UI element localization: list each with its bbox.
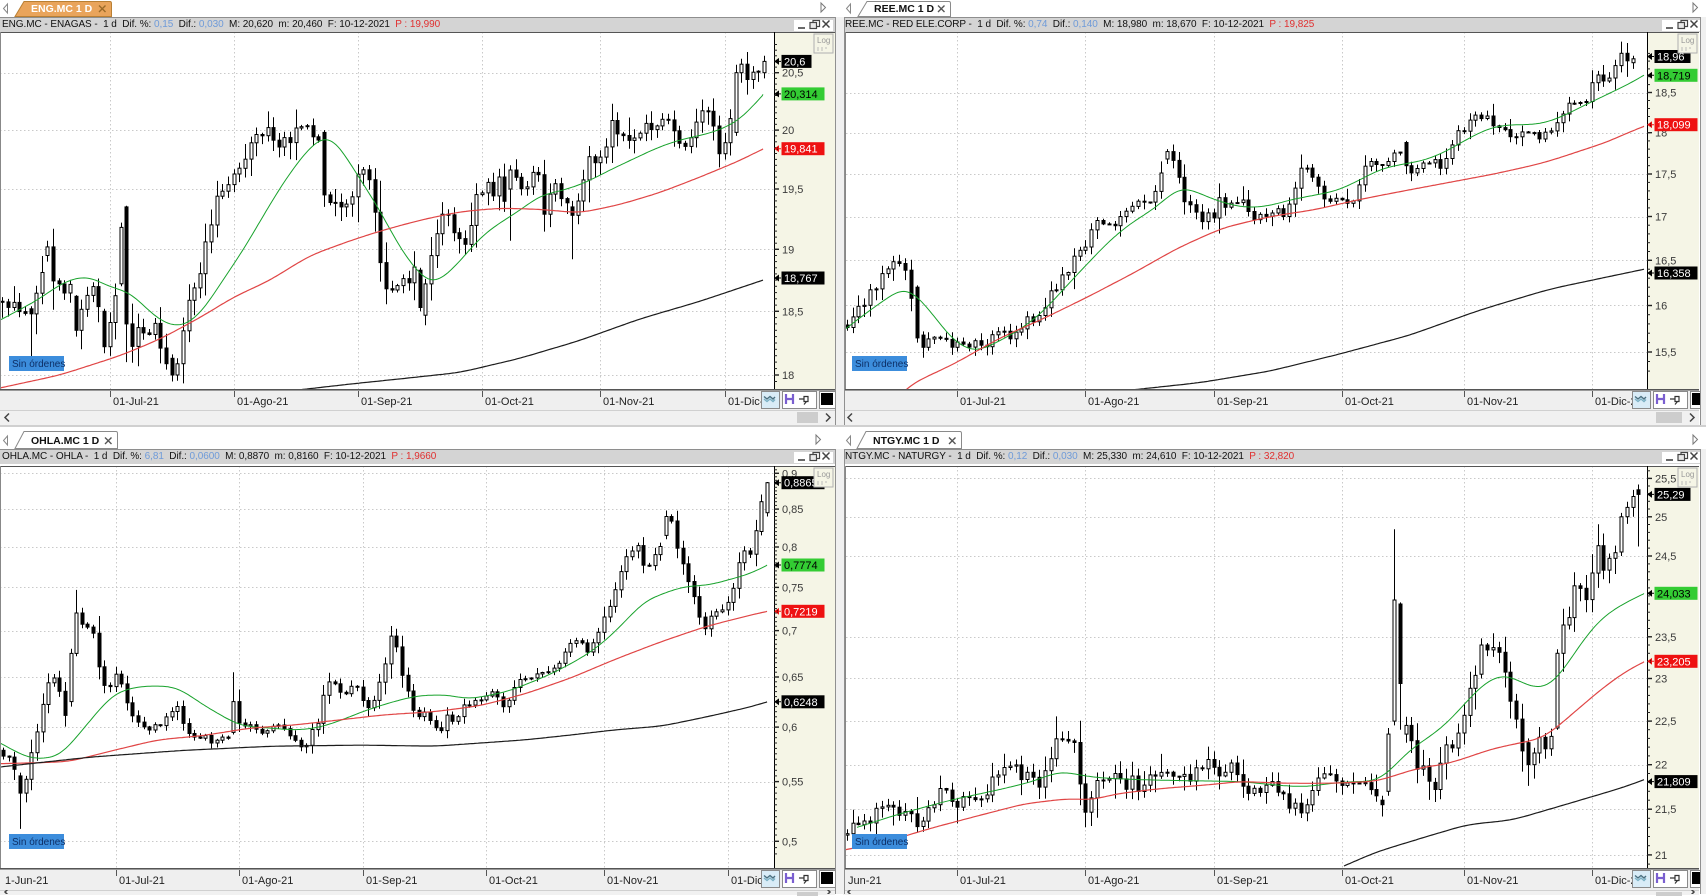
svg-text:0,55: 0,55 — [782, 777, 803, 789]
svg-text:01-Ago-21: 01-Ago-21 — [1088, 396, 1139, 408]
svg-text:01-Sep-21: 01-Sep-21 — [1217, 875, 1268, 887]
svg-text:16: 16 — [1655, 301, 1667, 313]
svg-text:25: 25 — [1655, 512, 1667, 524]
svg-text:20: 20 — [782, 125, 794, 137]
svg-text:01-Nov-21: 01-Nov-21 — [1467, 396, 1518, 408]
svg-text:NTGY.MC 1 D: NTGY.MC 1 D — [873, 435, 940, 447]
svg-text:0,65: 0,65 — [782, 672, 803, 684]
svg-text:17: 17 — [1655, 212, 1667, 224]
svg-text:01-Sep-21: 01-Sep-21 — [1217, 396, 1268, 408]
svg-text:01-Jul-21: 01-Jul-21 — [960, 396, 1006, 408]
svg-text:01-Oct-21: 01-Oct-21 — [1345, 396, 1394, 408]
svg-text:01-Jul-21: 01-Jul-21 — [960, 875, 1006, 887]
svg-text:16,358: 16,358 — [1657, 268, 1691, 280]
svg-text:Log: Log — [817, 36, 830, 45]
svg-text:20,6: 20,6 — [784, 56, 805, 68]
svg-text:18,099: 18,099 — [1657, 120, 1691, 132]
svg-text:19,5: 19,5 — [782, 184, 803, 196]
svg-text:01-Nov-21: 01-Nov-21 — [607, 875, 658, 887]
svg-text:20,5: 20,5 — [782, 68, 803, 80]
svg-text:18,767: 18,767 — [784, 273, 818, 285]
svg-text:15,5: 15,5 — [1655, 347, 1676, 359]
svg-text:22,5: 22,5 — [1655, 716, 1676, 728]
svg-text:18,719: 18,719 — [1657, 70, 1691, 82]
svg-text:21: 21 — [1655, 850, 1667, 862]
svg-text:ENG.MC 1 D: ENG.MC 1 D — [31, 3, 93, 15]
svg-text:01-Nov-21: 01-Nov-21 — [603, 396, 654, 408]
svg-text:24,033: 24,033 — [1657, 588, 1691, 600]
svg-text:19: 19 — [782, 244, 794, 256]
svg-text:REE.MC 1 D: REE.MC 1 D — [874, 3, 935, 15]
svg-text:21,5: 21,5 — [1655, 804, 1676, 816]
svg-text:20,314: 20,314 — [784, 89, 818, 101]
svg-text:0,5: 0,5 — [782, 836, 797, 848]
svg-text:01-Oct-21: 01-Oct-21 — [485, 396, 534, 408]
svg-text:0,6: 0,6 — [782, 722, 797, 734]
svg-text:22: 22 — [1655, 760, 1667, 772]
svg-text:19,841: 19,841 — [784, 144, 818, 156]
svg-text:01-Nov-21: 01-Nov-21 — [1467, 875, 1518, 887]
svg-text:25,29: 25,29 — [1657, 489, 1685, 501]
svg-text:0,85: 0,85 — [782, 504, 803, 516]
svg-text:1-Jun-21: 1-Jun-21 — [5, 875, 48, 887]
svg-text:01-Sep-21: 01-Sep-21 — [361, 396, 412, 408]
svg-text:01-Oct-21: 01-Oct-21 — [489, 875, 538, 887]
svg-text:21,809: 21,809 — [1657, 777, 1691, 789]
svg-text:0,7: 0,7 — [782, 626, 797, 638]
svg-text:01-Jul-21: 01-Jul-21 — [119, 875, 165, 887]
svg-text:01-Dic-21: 01-Dic-21 — [1595, 875, 1643, 887]
svg-text:01-Dic-21: 01-Dic-21 — [1595, 396, 1643, 408]
svg-text:01-Sep-21: 01-Sep-21 — [366, 875, 417, 887]
svg-text:18: 18 — [782, 370, 794, 382]
svg-text:Log: Log — [817, 470, 830, 479]
svg-text:Sin órdenes: Sin órdenes — [12, 837, 65, 848]
svg-text:17,5: 17,5 — [1655, 169, 1676, 181]
svg-text:01-Jul-21: 01-Jul-21 — [113, 396, 159, 408]
svg-text:0,6248: 0,6248 — [784, 697, 818, 709]
svg-text:24,5: 24,5 — [1655, 551, 1676, 563]
svg-text:23: 23 — [1655, 674, 1667, 686]
svg-text:0,7774: 0,7774 — [784, 560, 818, 572]
svg-text:Log: Log — [1681, 36, 1694, 45]
svg-text:01-Ago-21: 01-Ago-21 — [242, 875, 293, 887]
svg-text:0,75: 0,75 — [782, 582, 803, 594]
svg-text:Log: Log — [1681, 470, 1694, 479]
svg-text:25,5: 25,5 — [1655, 473, 1676, 485]
svg-text:Jun-21: Jun-21 — [848, 875, 882, 887]
svg-text:01-Ago-21: 01-Ago-21 — [237, 396, 288, 408]
svg-text:18,5: 18,5 — [1655, 88, 1676, 100]
svg-text:Sin órdenes: Sin órdenes — [855, 359, 908, 370]
svg-text:23,205: 23,205 — [1657, 656, 1691, 668]
svg-text:0,8: 0,8 — [782, 542, 797, 554]
svg-text:Sin órdenes: Sin órdenes — [12, 359, 65, 370]
svg-text:Sin órdenes: Sin órdenes — [855, 837, 908, 848]
svg-text:18,96: 18,96 — [1657, 52, 1685, 64]
svg-text:01-Oct-21: 01-Oct-21 — [1345, 875, 1394, 887]
svg-text:0,8865: 0,8865 — [784, 478, 818, 490]
svg-text:01-Ago-21: 01-Ago-21 — [1088, 875, 1139, 887]
svg-text:0,7219: 0,7219 — [784, 606, 818, 618]
svg-text:23,5: 23,5 — [1655, 632, 1676, 644]
svg-text:16,5: 16,5 — [1655, 255, 1676, 267]
svg-text:18,5: 18,5 — [782, 306, 803, 318]
svg-text:OHLA.MC 1 D: OHLA.MC 1 D — [31, 435, 100, 447]
